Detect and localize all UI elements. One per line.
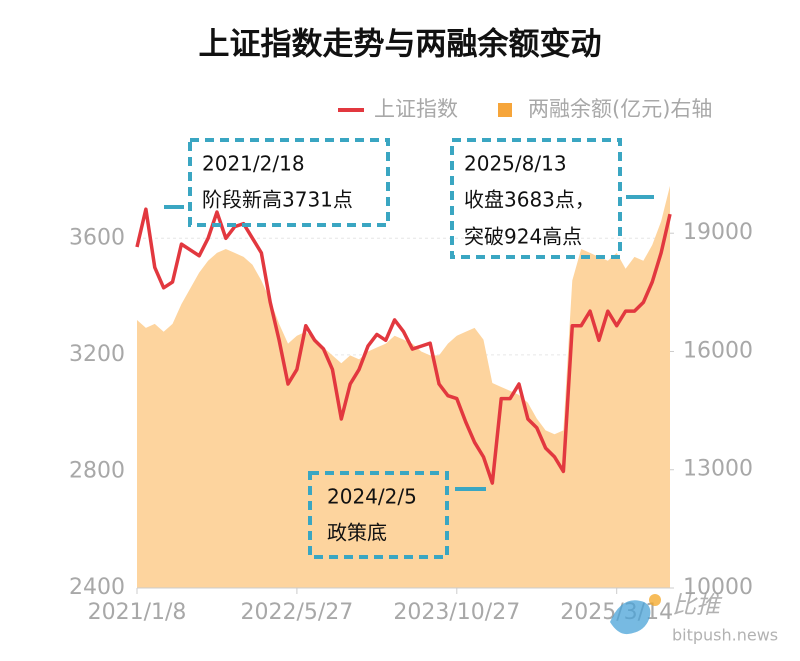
watermark: 比推 bitpush.news <box>610 591 778 645</box>
line <box>135 207 672 485</box>
y2-tick-label: 13000 <box>683 457 753 482</box>
annotation-text: 2021/2/18 <box>202 152 305 176</box>
annotation-text: 政策底 <box>327 521 387 545</box>
annotation-boxes <box>164 138 654 559</box>
annotation-text: 2025/8/13 <box>464 152 567 176</box>
x-tick-label: 2023/10/27 <box>393 600 520 625</box>
plot: 2400 2800 3200 3600 10000 13000 16000 19000 2021… <box>69 185 753 625</box>
annotation-box <box>188 138 390 227</box>
y-tick-label: 2800 <box>69 458 125 483</box>
watermark-logo <box>610 600 651 635</box>
x-tick-label: 2021/1/8 <box>88 600 187 625</box>
annotation-text: 阶段新高3731点 <box>202 188 353 212</box>
legend-label: 两融余额(亿元)右轴 <box>528 97 712 121</box>
annotation-box <box>450 138 622 259</box>
watermark-site: bitpush.news <box>672 626 778 645</box>
y2-tick-label: 16000 <box>683 338 753 363</box>
legend-label: 上证指数 <box>374 97 458 121</box>
y-tick-label: 3200 <box>69 342 125 367</box>
annotation-text: 突破924高点 <box>464 225 582 249</box>
y-tick-label: 2400 <box>69 575 125 600</box>
y2-tick-label: 19000 <box>683 220 753 245</box>
watermark-coin <box>649 594 661 606</box>
y-tick-label: 3600 <box>69 225 125 250</box>
legend-marker <box>498 103 512 117</box>
y2-tick-label: 10000 <box>683 575 753 600</box>
area <box>137 185 670 589</box>
annotation-text: 收盘3683点， <box>464 188 595 212</box>
chart-title: 上证指数走势与两融余额变动 <box>199 27 602 63</box>
watermark-brand: 比推 <box>672 591 723 619</box>
annotation-box <box>308 471 449 559</box>
x-tick-label: 2022/5/27 <box>240 600 353 625</box>
annotation-text: 2024/2/5 <box>327 485 417 509</box>
